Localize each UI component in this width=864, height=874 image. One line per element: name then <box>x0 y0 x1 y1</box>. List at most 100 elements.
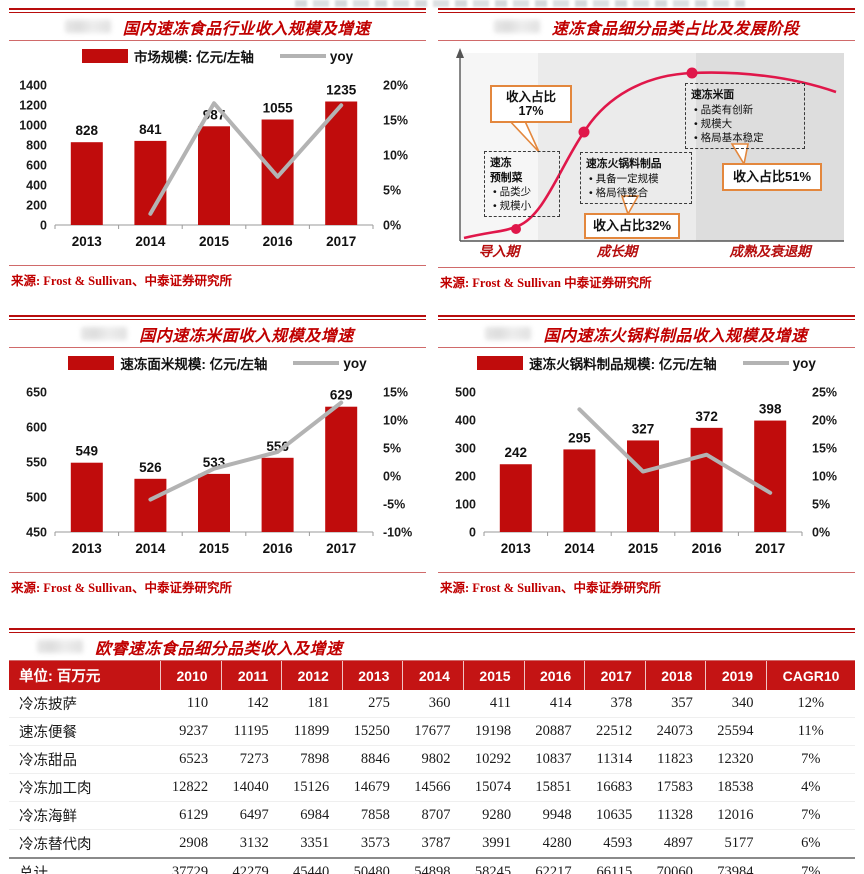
value-cell: 7898 <box>281 745 343 774</box>
value-cell: 7273 <box>221 745 282 774</box>
panel-title: 速冻食品细分品类占比及发展阶段 <box>551 20 800 38</box>
value-cell: 10837 <box>524 745 585 774</box>
source-text: 来源: Frost & Sullivan、中泰证券研究所 <box>11 581 232 595</box>
left-axis-tick-label: 600 <box>26 159 47 173</box>
value-cell: 12822 <box>160 773 222 802</box>
left-axis-tick-label: 450 <box>26 526 47 540</box>
bar-swatch <box>477 356 524 370</box>
bar-value-label: 242 <box>505 445 528 460</box>
left-axis-tick-label: 300 <box>455 442 476 456</box>
source-rule <box>9 265 426 266</box>
bar-value-label: 295 <box>568 430 591 445</box>
table-title: 欧睿速冻食品细分品类收入及增速 <box>95 640 343 658</box>
yoy-line <box>148 400 344 502</box>
right-axis-tick-label: 10% <box>383 414 408 428</box>
value-cell: 6129 <box>160 801 222 830</box>
callout-share-17: 收入占比 17% <box>490 85 572 123</box>
legend-label-bar: 速冻面米规模: 亿元/左轴 <box>120 357 268 372</box>
row-name-cell: 冷冻甜品 <box>9 745 161 774</box>
right-axis-tick-label: 15% <box>383 114 408 128</box>
stage-label-intro: 导入期 <box>479 244 522 259</box>
stage-band-mature <box>696 53 844 241</box>
value-cell: 14040 <box>221 773 282 802</box>
row-name-cell: 冷冻海鲜 <box>9 801 161 830</box>
left-axis-tick-label: 500 <box>455 386 476 400</box>
row-name-cell: 速冻便餐 <box>9 717 161 746</box>
left-axis-tick-label: 550 <box>26 456 47 470</box>
year-header-cell: 2018 <box>645 661 707 690</box>
table-panel: 欧睿速冻食品细分品类收入及增速 单位: 百万元 2010 2011 2012 2013 2… <box>9 628 855 874</box>
table-header: 单位: 百万元 2010 2011 2012 2013 2014 2015 2016 2017 2… <box>9 661 855 690</box>
cropped-header-fragment <box>295 0 745 7</box>
row-name-cell: 冷冻加工肉 <box>9 773 161 802</box>
value-cell: 15074 <box>463 773 525 802</box>
year-header-cell: 2013 <box>342 661 404 690</box>
value-cell: 8707 <box>402 801 464 830</box>
value-cell: 11195 <box>221 717 282 746</box>
value-cell: 73984 <box>705 857 767 874</box>
right-axis-tick-label: 10% <box>812 470 837 484</box>
value-cell: 22512 <box>584 717 646 746</box>
value-cell: 66115 <box>584 857 646 874</box>
bar-2013 <box>70 142 103 225</box>
table-row: 冷冻替代肉 2908 3132 3351 3573 3787 3991 4280 4593 489… <box>9 829 855 859</box>
source-text: 来源: Frost & Sullivan 中泰证券研究所 <box>440 276 652 290</box>
value-cell: 54898 <box>402 857 464 874</box>
value-cell: 11314 <box>584 745 646 774</box>
value-cell: 15851 <box>524 773 585 802</box>
value-cell: 142 <box>221 690 282 718</box>
curve-dot-growth <box>578 126 590 138</box>
table-row: 冷冻甜品 6523 7273 7898 8846 9802 10292 10837 11314 1… <box>9 745 855 774</box>
value-cell: 19198 <box>463 717 525 746</box>
right-axis-tick-label: 5% <box>383 442 401 456</box>
left-axis-tick-label: 1200 <box>19 99 47 113</box>
value-cell: 6984 <box>281 801 343 830</box>
value-cell: 17583 <box>645 773 706 802</box>
bar-2014 <box>563 449 596 532</box>
right-axis-tick-label: 15% <box>383 386 408 400</box>
left-axis-tick-label: 800 <box>26 139 47 153</box>
value-cell: 42279 <box>221 857 282 874</box>
left-axis-tick-label: 200 <box>26 199 47 213</box>
x-category-label: 2015 <box>628 541 659 556</box>
value-cell: 12320 <box>705 745 767 774</box>
legend-label-yoy: yoy <box>343 355 367 371</box>
title-underline <box>438 40 855 41</box>
x-category-label: 2017 <box>326 541 356 556</box>
value-cell: 15126 <box>281 773 343 802</box>
left-axis-tick-label: 400 <box>455 414 476 428</box>
value-cell: 4593 <box>584 829 646 859</box>
value-cell: 9280 <box>463 801 525 830</box>
source-text: 来源: Frost & Sullivan、中泰证券研究所 <box>440 581 661 595</box>
bar-value-label: 828 <box>76 123 99 138</box>
value-cell: 70060 <box>645 857 706 874</box>
source-rule <box>9 572 426 573</box>
bar-swatch <box>81 49 128 63</box>
right-axis-tick-label: 0% <box>383 219 401 233</box>
yoy-line <box>148 101 344 216</box>
title-underline <box>438 347 855 348</box>
right-axis-tick-label: -5% <box>383 498 405 512</box>
value-cell: 8846 <box>342 745 403 774</box>
value-cell: 20887 <box>524 717 585 746</box>
panel-title: 国内速冻火锅料制品收入规模及增速 <box>543 327 808 345</box>
chart-legend: 速冻面米规模: 亿元/左轴 yoy <box>9 350 426 376</box>
legend-label-yoy: yoy <box>792 355 816 371</box>
curve-dot-mature <box>686 67 698 79</box>
cagr-cell: 6% <box>766 829 855 859</box>
right-axis-tick-label: 5% <box>812 498 830 512</box>
right-axis-tick-label: 20% <box>383 79 408 93</box>
row-name-cell: 冷冻替代肉 <box>9 829 161 859</box>
year-header-cell: 2010 <box>160 661 222 690</box>
bar-value-label: 526 <box>139 460 162 475</box>
yoy-line <box>577 407 773 495</box>
legend-label-bar: 市场规模: 亿元/左轴 <box>133 50 254 65</box>
value-cell: 37729 <box>160 857 222 874</box>
cagr-cell: 11% <box>766 717 855 746</box>
value-cell: 62217 <box>524 857 585 874</box>
value-cell: 5177 <box>705 829 767 859</box>
callout-text: 收入占比 <box>505 89 556 104</box>
cagr-cell: 12% <box>766 690 855 718</box>
x-category-label: 2016 <box>692 541 723 556</box>
category-box-hotpot: 速冻火锅料制品 具备一定规模 格局待整合 <box>580 152 692 204</box>
